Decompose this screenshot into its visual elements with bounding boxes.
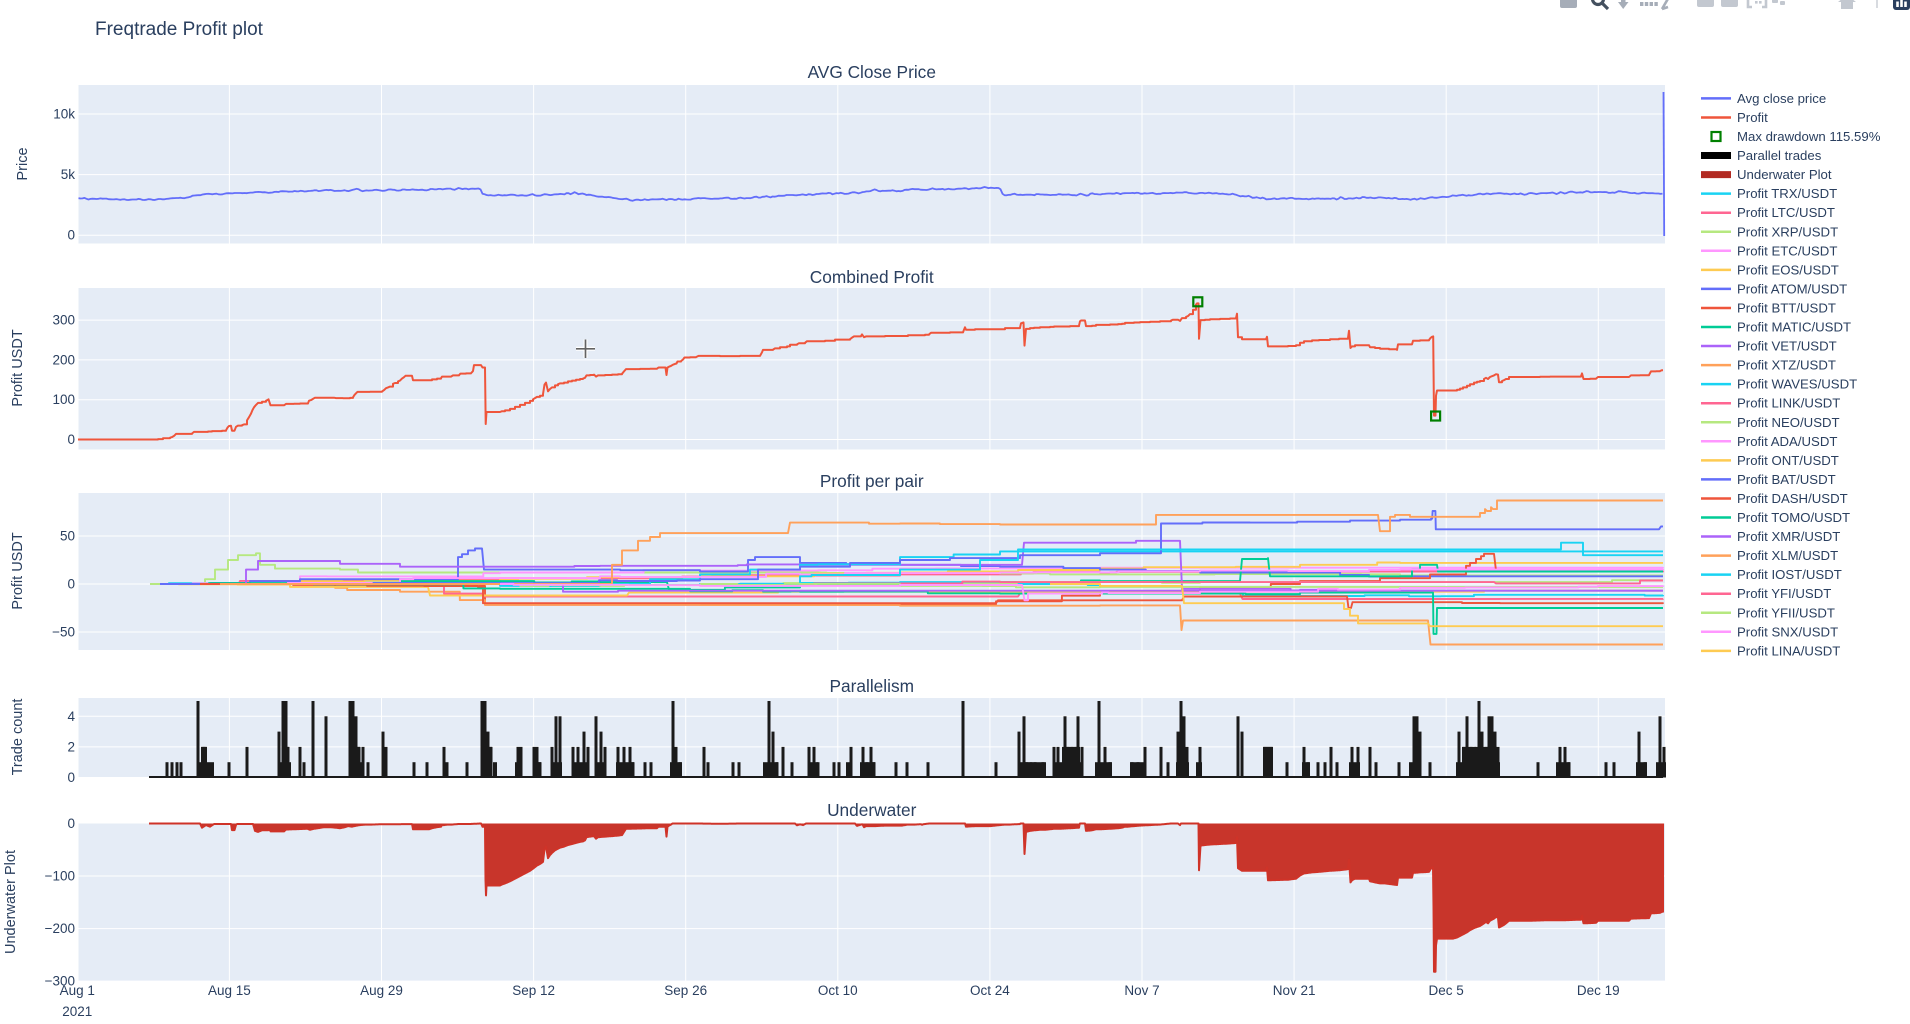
svg-text:Profit YFII/USDT: Profit YFII/USDT (1737, 605, 1835, 620)
svg-text:2021: 2021 (62, 1004, 92, 1019)
svg-text:Avg close price: Avg close price (1737, 91, 1826, 106)
svg-text:Parallel trades: Parallel trades (1737, 148, 1822, 163)
svg-text:Profit: Profit (1737, 110, 1768, 125)
svg-text:−300: −300 (45, 974, 75, 989)
svg-text:Dec 19: Dec 19 (1577, 983, 1620, 998)
svg-text:Underwater Plot: Underwater Plot (3, 850, 19, 954)
svg-text:Profit ETC/USDT: Profit ETC/USDT (1737, 243, 1837, 258)
svg-text:300: 300 (52, 313, 75, 328)
svg-text:Oct 24: Oct 24 (970, 983, 1010, 998)
svg-text:Sep 26: Sep 26 (664, 983, 707, 998)
svg-text:0: 0 (67, 816, 75, 831)
svg-text:Trade count: Trade count (10, 699, 26, 776)
svg-text:Profit ADA/USDT: Profit ADA/USDT (1737, 434, 1837, 449)
svg-text:Nov 21: Nov 21 (1273, 983, 1316, 998)
svg-text:10k: 10k (53, 107, 75, 122)
svg-text:Sep 12: Sep 12 (512, 983, 555, 998)
svg-text:Profit per pair: Profit per pair (820, 471, 924, 491)
svg-text:0: 0 (67, 770, 75, 785)
svg-text:100: 100 (52, 392, 75, 407)
svg-text:Profit BAT/USDT: Profit BAT/USDT (1737, 472, 1836, 487)
svg-text:50: 50 (60, 529, 75, 544)
svg-text:Price: Price (15, 147, 31, 180)
svg-text:2: 2 (67, 739, 75, 754)
svg-text:Profit XTZ/USDT: Profit XTZ/USDT (1737, 358, 1836, 373)
svg-text:Profit ONT/USDT: Profit ONT/USDT (1737, 453, 1839, 468)
svg-text:Underwater: Underwater (827, 800, 917, 820)
svg-text:5k: 5k (61, 167, 76, 182)
svg-text:0: 0 (67, 577, 75, 592)
svg-text:Dec 5: Dec 5 (1429, 983, 1464, 998)
svg-text:Profit TRX/USDT: Profit TRX/USDT (1737, 186, 1837, 201)
svg-text:Profit USDT: Profit USDT (10, 329, 26, 406)
svg-text:Profit XRP/USDT: Profit XRP/USDT (1737, 224, 1838, 239)
svg-text:4: 4 (67, 709, 75, 724)
svg-text:Max drawdown 115.59%: Max drawdown 115.59% (1737, 129, 1881, 144)
svg-text:Profit DASH/USDT: Profit DASH/USDT (1737, 491, 1848, 506)
svg-text:Aug 29: Aug 29 (360, 983, 403, 998)
svg-text:AVG Close Price: AVG Close Price (808, 62, 936, 82)
svg-text:Profit EOS/USDT: Profit EOS/USDT (1737, 262, 1839, 277)
svg-text:Profit VET/USDT: Profit VET/USDT (1737, 339, 1837, 354)
svg-text:Profit LTC/USDT: Profit LTC/USDT (1737, 205, 1835, 220)
svg-text:Profit WAVES/USDT: Profit WAVES/USDT (1737, 377, 1857, 392)
svg-text:Profit NEO/USDT: Profit NEO/USDT (1737, 415, 1840, 430)
svg-text:Freqtrade Profit plot: Freqtrade Profit plot (95, 19, 264, 40)
svg-text:Oct 10: Oct 10 (818, 983, 858, 998)
svg-text:Nov 7: Nov 7 (1124, 983, 1159, 998)
svg-text:200: 200 (52, 352, 75, 367)
svg-text:Profit USDT: Profit USDT (10, 532, 26, 609)
svg-text:0: 0 (67, 432, 75, 447)
svg-text:Aug 15: Aug 15 (208, 983, 251, 998)
svg-text:Combined Profit: Combined Profit (810, 267, 934, 287)
svg-text:−200: −200 (45, 921, 75, 936)
svg-text:Profit ATOM/USDT: Profit ATOM/USDT (1737, 281, 1847, 296)
svg-text:Profit IOST/USDT: Profit IOST/USDT (1737, 567, 1842, 582)
svg-text:Profit XMR/USDT: Profit XMR/USDT (1737, 529, 1840, 544)
svg-text:Underwater Plot: Underwater Plot (1737, 167, 1832, 182)
svg-text:−100: −100 (45, 869, 75, 884)
svg-text:Parallelism: Parallelism (829, 676, 914, 696)
svg-text:−50: −50 (52, 625, 75, 640)
svg-text:0: 0 (67, 228, 75, 243)
svg-text:Profit LINK/USDT: Profit LINK/USDT (1737, 396, 1840, 411)
svg-text:Profit MATIC/USDT: Profit MATIC/USDT (1737, 320, 1851, 335)
svg-text:Profit BTT/USDT: Profit BTT/USDT (1737, 300, 1836, 315)
svg-text:Profit LINA/USDT: Profit LINA/USDT (1737, 643, 1840, 658)
svg-text:Profit YFI/USDT: Profit YFI/USDT (1737, 586, 1831, 601)
svg-text:Profit XLM/USDT: Profit XLM/USDT (1737, 548, 1838, 563)
svg-text:Profit SNX/USDT: Profit SNX/USDT (1737, 624, 1838, 639)
svg-text:Aug 1: Aug 1 (60, 983, 95, 998)
svg-text:Profit TOMO/USDT: Profit TOMO/USDT (1737, 510, 1850, 525)
